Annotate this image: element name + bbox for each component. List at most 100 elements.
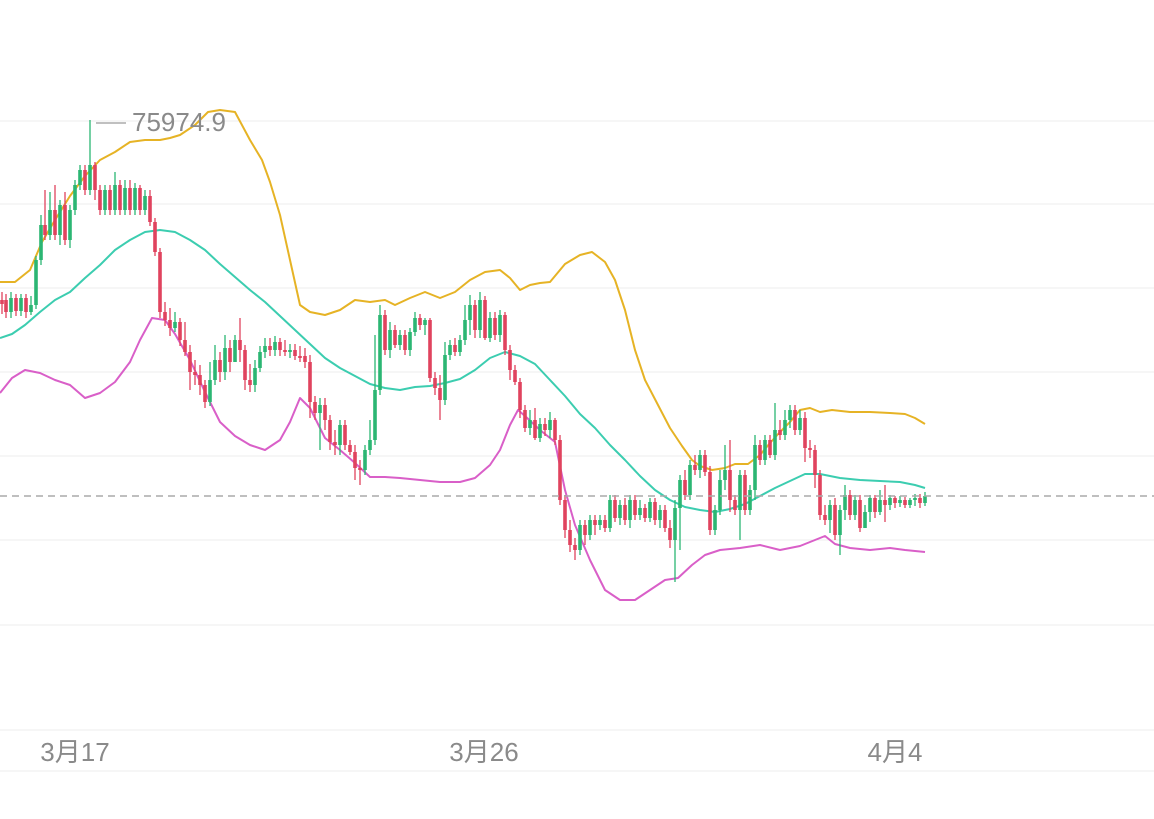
- candle-body: [488, 318, 492, 338]
- candle-down: [483, 296, 487, 340]
- bollinger-bands: [0, 109, 926, 601]
- candle-down: [623, 498, 627, 525]
- candle-body: [103, 190, 107, 210]
- candle-up: [763, 435, 767, 465]
- candle-body: [208, 380, 212, 402]
- candle-body: [858, 500, 862, 528]
- candle-body: [738, 475, 742, 510]
- candle-up: [338, 420, 342, 455]
- candle-up: [908, 498, 912, 508]
- candle-body: [278, 342, 282, 350]
- candle-down: [903, 497, 907, 508]
- candle-body: [403, 335, 407, 350]
- candle-up: [208, 362, 212, 406]
- candle-down: [353, 445, 357, 480]
- candle-body: [658, 510, 662, 520]
- candle-body: [813, 450, 817, 475]
- candle-body: [373, 390, 377, 440]
- candle-body: [843, 495, 847, 510]
- candle-up: [173, 312, 177, 332]
- candle-body: [478, 300, 482, 330]
- candle-body: [4, 300, 8, 312]
- candle-body: [418, 318, 422, 325]
- candle-down: [53, 185, 57, 240]
- candle-up: [538, 418, 542, 442]
- candle-down: [418, 314, 422, 330]
- candle-body: [113, 185, 117, 210]
- candle-body: [108, 190, 112, 210]
- candle-down: [148, 190, 152, 226]
- candle-body: [498, 315, 502, 335]
- candle-down: [93, 162, 97, 200]
- candle-body: [193, 372, 197, 375]
- candle-body: [188, 352, 192, 372]
- candle-up: [143, 190, 147, 215]
- candle-body: [248, 380, 252, 385]
- candle-down: [818, 470, 822, 520]
- candle-body: [48, 210, 52, 235]
- candle-up: [448, 340, 452, 360]
- candle-down: [428, 318, 432, 382]
- candle-body: [258, 352, 262, 368]
- candle-body: [29, 305, 33, 312]
- candle-body: [318, 405, 322, 413]
- candle-body: [708, 472, 712, 530]
- candle-up: [588, 515, 592, 540]
- candle-body: [153, 222, 157, 252]
- candle-down: [43, 190, 47, 240]
- candle-body: [43, 225, 47, 235]
- candle-down: [14, 294, 18, 316]
- candle-up: [458, 335, 462, 356]
- candle-body: [623, 505, 627, 520]
- candle-body: [608, 500, 612, 528]
- candle-body: [818, 475, 822, 515]
- candle-body: [398, 335, 402, 345]
- candle-down: [768, 435, 772, 458]
- candle-body: [523, 410, 527, 428]
- candle-down: [138, 185, 142, 215]
- candle-body: [528, 420, 532, 428]
- candle-down: [503, 312, 507, 355]
- candle-body: [713, 510, 717, 530]
- candle-up: [618, 500, 622, 525]
- candle-body: [228, 348, 232, 362]
- candle-down: [383, 310, 387, 355]
- candle-down: [693, 455, 697, 475]
- candle-body: [758, 445, 762, 460]
- candle-up: [658, 505, 662, 528]
- candle-up: [423, 318, 427, 335]
- candle-up: [738, 470, 742, 540]
- candle-up: [288, 344, 292, 358]
- candle-down: [848, 490, 852, 520]
- candle-body: [588, 520, 592, 535]
- candle-body: [313, 402, 317, 413]
- candle-body: [413, 318, 417, 332]
- candle-body: [83, 170, 87, 190]
- candle-up: [258, 346, 262, 372]
- candle-body: [613, 500, 617, 518]
- candle-up: [598, 515, 602, 530]
- candle-up: [123, 180, 127, 215]
- candle-up: [29, 296, 33, 315]
- candle-up: [273, 336, 277, 356]
- candle-up: [443, 342, 447, 405]
- candle-down: [243, 345, 247, 390]
- candle-up: [48, 192, 52, 240]
- candle-body: [873, 498, 877, 512]
- candle-down: [918, 494, 922, 508]
- candle-body: [308, 362, 312, 402]
- candle-down: [823, 505, 827, 525]
- candle-down: [803, 412, 807, 462]
- candle-down: [158, 248, 162, 318]
- candle-body: [793, 410, 797, 430]
- middle-band-line: [0, 229, 926, 513]
- candle-down: [653, 498, 657, 525]
- candle-body: [73, 185, 77, 210]
- candle-body: [703, 455, 707, 472]
- candle-body: [798, 418, 802, 430]
- candle-up: [58, 200, 62, 245]
- candle-down: [733, 495, 737, 515]
- candle-down: [293, 344, 297, 360]
- candle-body: [578, 525, 582, 550]
